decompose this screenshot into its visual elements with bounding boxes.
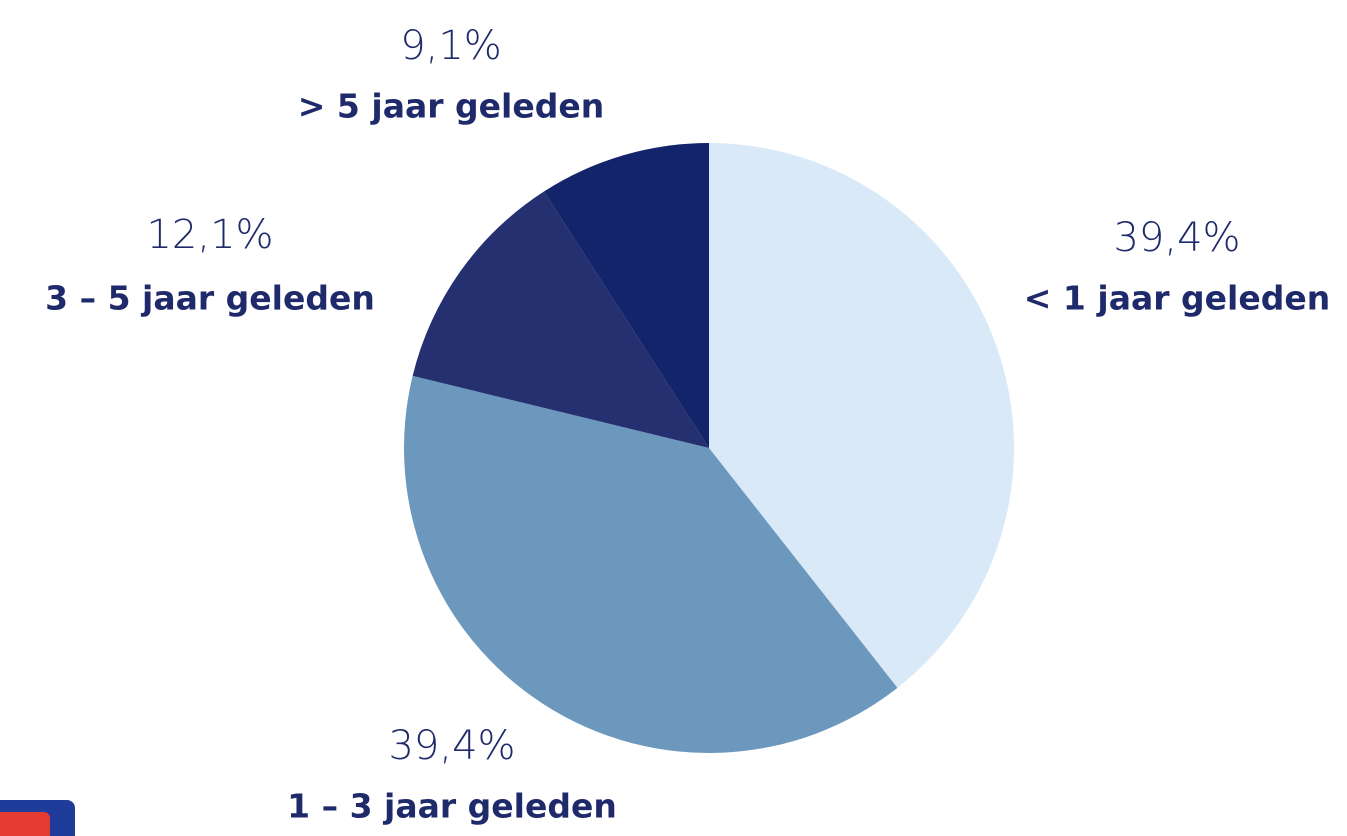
logo-shape (0, 812, 50, 836)
category-label: 1 – 3 jaar geleden (287, 787, 617, 826)
chart: 39,4% < 1 jaar geleden 39,4% 1 – 3 jaar gel… (0, 0, 1347, 836)
value-label: 39,4% (1113, 215, 1240, 261)
value-label: 39,4% (388, 723, 515, 769)
category-label: 3 – 5 jaar geleden (45, 279, 375, 318)
logo (0, 800, 75, 836)
value-label: 9,1% (400, 23, 502, 69)
category-label: < 1 jaar geleden (1024, 279, 1330, 318)
category-label: > 5 jaar geleden (298, 87, 604, 126)
value-label: 12,1% (146, 212, 273, 258)
